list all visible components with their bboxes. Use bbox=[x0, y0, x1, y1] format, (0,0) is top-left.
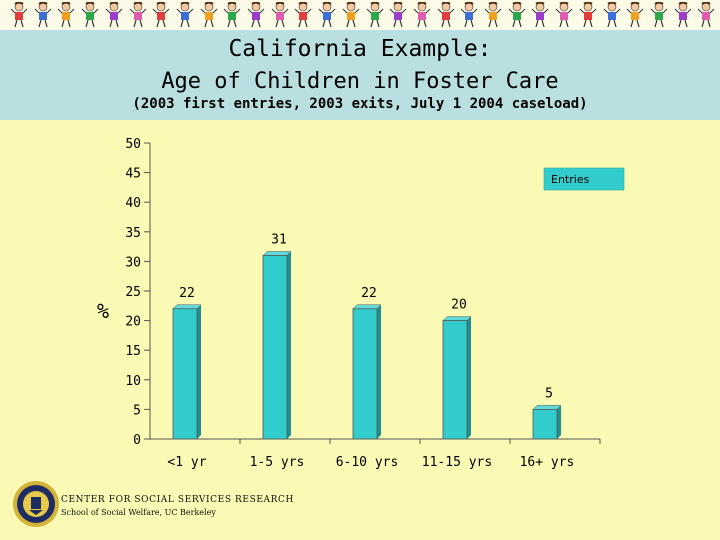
y-axis-label: % bbox=[97, 299, 109, 323]
child-figure-icon bbox=[129, 2, 146, 28]
x-tick-label: 1-5 yrs bbox=[250, 455, 305, 470]
child-figure-icon bbox=[342, 2, 360, 28]
child-figure-icon bbox=[460, 2, 478, 28]
y-tick-label: 20 bbox=[125, 315, 141, 330]
child-figure-icon bbox=[105, 2, 123, 28]
y-tick-label: 25 bbox=[125, 285, 141, 300]
child-figure-icon bbox=[271, 2, 289, 28]
bar bbox=[352, 308, 378, 440]
x-tick-label: <1 yr bbox=[167, 455, 206, 470]
child-figure-icon bbox=[295, 2, 312, 28]
child-figure-icon bbox=[389, 2, 407, 28]
child-figure-icon bbox=[318, 2, 336, 28]
bar-value-label: 5 bbox=[545, 386, 553, 401]
child-figure-icon bbox=[223, 2, 241, 28]
child-figure-icon bbox=[152, 2, 170, 28]
child-figure-icon bbox=[413, 2, 431, 28]
bar-value-label: 31 bbox=[271, 232, 287, 247]
bar-top bbox=[442, 316, 472, 321]
slide-title: California Example: bbox=[228, 36, 492, 62]
bar bbox=[262, 255, 288, 440]
bar-side bbox=[467, 316, 471, 439]
bar-top bbox=[532, 405, 562, 410]
x-tick-label: 11-15 yrs bbox=[422, 455, 492, 470]
bar-side bbox=[377, 304, 381, 439]
bar-side bbox=[287, 251, 291, 439]
y-tick-label: 45 bbox=[125, 167, 141, 182]
x-tick-label: 16+ yrs bbox=[520, 455, 575, 470]
bar bbox=[532, 408, 558, 440]
bar-value-label: 22 bbox=[179, 286, 195, 301]
y-tick-label: 30 bbox=[125, 255, 141, 270]
child-figure-icon bbox=[579, 2, 597, 28]
child-figure-icon bbox=[532, 2, 549, 28]
child-figure-icon bbox=[366, 2, 383, 28]
child-figure-icon bbox=[555, 2, 573, 28]
uc-berkeley-seal-icon bbox=[13, 481, 59, 527]
child-figure-icon bbox=[437, 2, 454, 28]
child-figure-icon bbox=[34, 2, 52, 28]
child-figure-icon bbox=[674, 2, 691, 28]
child-figure-icon bbox=[247, 2, 265, 28]
child-figure-icon bbox=[626, 2, 644, 28]
bar-side bbox=[197, 304, 201, 439]
y-tick-label: 5 bbox=[133, 403, 141, 418]
slide-subtitle: Age of Children in Foster Care bbox=[161, 69, 559, 94]
bar bbox=[172, 308, 198, 440]
x-tick-label: 6-10 yrs bbox=[336, 455, 399, 470]
footer-school: School of Social Welfare, UC Berkeley bbox=[61, 508, 216, 517]
y-tick-label: 0 bbox=[133, 433, 141, 448]
y-tick-label: 10 bbox=[125, 374, 141, 389]
kids-border-decoration bbox=[0, 0, 720, 30]
bar-side bbox=[557, 405, 561, 439]
child-figure-icon bbox=[484, 2, 502, 28]
bar-top bbox=[262, 251, 292, 256]
child-figure-icon bbox=[603, 2, 620, 28]
slide-note: (2003 first entries, 2003 exits, July 1 … bbox=[132, 96, 588, 112]
bar-value-label: 20 bbox=[451, 298, 467, 313]
child-figure-icon bbox=[58, 2, 75, 28]
child-figure-icon bbox=[176, 2, 194, 28]
bar-top bbox=[352, 304, 382, 310]
bar bbox=[442, 320, 468, 440]
child-figure-icon bbox=[81, 2, 99, 28]
child-figure-icon bbox=[10, 2, 28, 28]
header-band bbox=[0, 30, 720, 120]
footer-org: CENTER FOR SOCIAL SERVICES RESEARCH bbox=[61, 495, 294, 505]
child-figure-icon bbox=[508, 2, 526, 28]
y-tick-label: 50 bbox=[125, 137, 141, 152]
bar-top bbox=[172, 304, 202, 310]
child-figure-icon bbox=[650, 2, 668, 28]
y-tick-label: 15 bbox=[125, 344, 141, 359]
bar-value-label: 22 bbox=[361, 286, 377, 301]
legend-entry: Entries bbox=[551, 173, 590, 186]
y-tick-label: 40 bbox=[125, 196, 141, 211]
legend-box bbox=[543, 167, 625, 191]
y-tick-label: 35 bbox=[125, 226, 141, 241]
child-figure-icon bbox=[200, 2, 217, 28]
child-figure-icon bbox=[697, 2, 715, 28]
